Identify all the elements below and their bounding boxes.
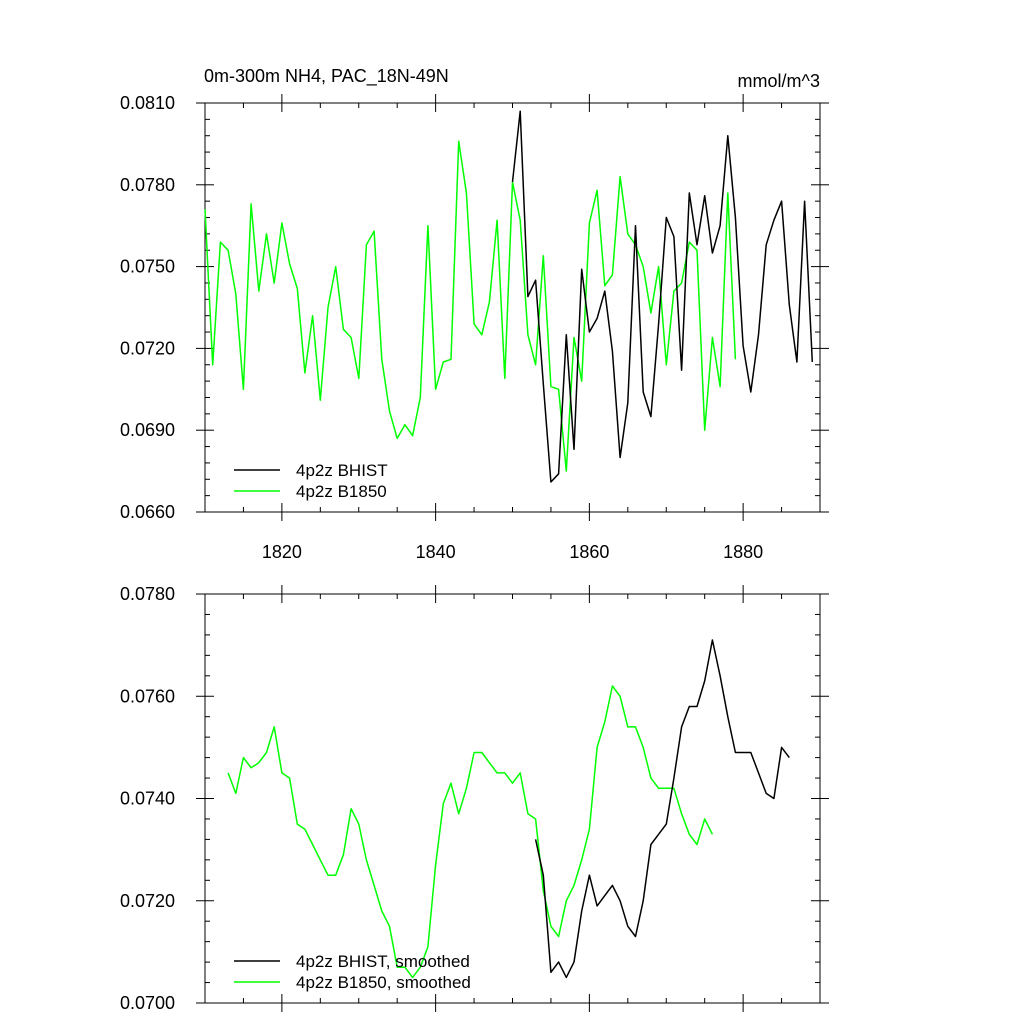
y-tick-label: 0.0780 bbox=[120, 175, 175, 195]
chart-title: 0m-300m NH4, PAC_18N-49N bbox=[204, 66, 449, 87]
legend-label-b1850: 4p2z B1850 bbox=[296, 482, 387, 501]
legend-label-bhist: 4p2z BHIST bbox=[296, 461, 388, 480]
y-tick-label: 0.0760 bbox=[120, 686, 175, 706]
tick-labels: 1820 1840 1860 1880 0.0660 0.0690 0.0720 0.0750… bbox=[120, 93, 763, 562]
axis-ticks bbox=[196, 94, 829, 521]
y-tick-label: 0.0660 bbox=[120, 502, 175, 522]
axis-ticks bbox=[196, 585, 829, 1012]
y-tick-label: 0.0750 bbox=[120, 257, 175, 277]
legend-label-b1850-smoothed: 4p2z B1850, smoothed bbox=[296, 973, 471, 992]
legend: 4p2z BHIST, smoothed 4p2z B1850, smoothe… bbox=[234, 952, 471, 992]
legend-label-bhist-smoothed: 4p2z BHIST, smoothed bbox=[296, 952, 470, 971]
units-label: mmol/m^3 bbox=[738, 71, 820, 91]
x-tick-label: 1860 bbox=[569, 542, 609, 562]
top-panel: 0m-300m NH4, PAC_18N-49N mmol/m^3 1820 18… bbox=[120, 66, 829, 562]
plot-frame bbox=[204, 593, 821, 1004]
series-lines bbox=[227, 639, 790, 979]
b1850-smoothed-series-line bbox=[227, 685, 714, 979]
tick-labels: 0.0700 0.0720 0.0740 0.0760 0.0780 bbox=[120, 584, 175, 1013]
x-tick-label: 1840 bbox=[416, 542, 456, 562]
x-tick-label: 1880 bbox=[723, 542, 763, 562]
y-tick-label: 0.0810 bbox=[120, 93, 175, 113]
bottom-panel: 0.0700 0.0720 0.0740 0.0760 0.0780 4p2z BHIS… bbox=[120, 584, 829, 1013]
bhist-series-line bbox=[511, 110, 814, 483]
y-tick-label: 0.0780 bbox=[120, 584, 175, 604]
b1850-series-line bbox=[204, 140, 737, 472]
legend: 4p2z BHIST 4p2z B1850 bbox=[234, 461, 388, 501]
x-tick-label: 1820 bbox=[262, 542, 302, 562]
y-tick-label: 0.0720 bbox=[120, 891, 175, 911]
y-tick-label: 0.0700 bbox=[120, 993, 175, 1013]
y-tick-label: 0.0690 bbox=[120, 420, 175, 440]
plot-frame bbox=[204, 102, 821, 513]
y-tick-label: 0.0740 bbox=[120, 789, 175, 809]
bhist-smoothed-series-line bbox=[534, 639, 790, 979]
series-lines bbox=[204, 110, 814, 483]
y-tick-label: 0.0720 bbox=[120, 338, 175, 358]
